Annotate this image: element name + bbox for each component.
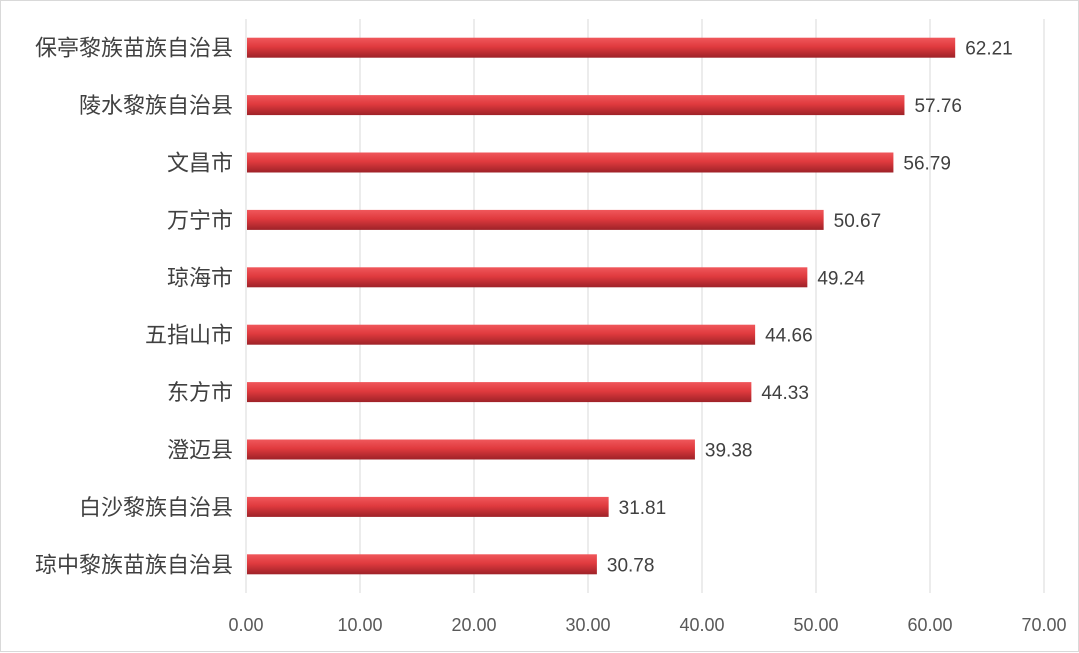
category-label: 五指山市 — [145, 324, 233, 349]
data-label: 30.78 — [607, 555, 655, 576]
data-label: 56.79 — [903, 154, 951, 175]
data-label: 49.24 — [817, 268, 865, 289]
data-label: 44.33 — [761, 383, 809, 404]
category-label: 陵水黎族自治县 — [79, 94, 233, 119]
x-tick-label: 50.00 — [793, 615, 838, 635]
x-tick-label: 0.00 — [228, 615, 263, 635]
category-label: 白沙黎族自治县 — [79, 496, 233, 521]
category-label: 文昌市 — [167, 152, 233, 177]
bar — [247, 324, 756, 345]
bar — [247, 496, 609, 517]
category-label: 琼中黎族苗族自治县 — [35, 553, 233, 578]
category-label: 万宁市 — [167, 209, 233, 234]
bar — [247, 95, 905, 116]
labels: 保亭黎族苗族自治县 62.21 陵水黎族自治县 57.76 文昌市 56.79 万宁市 50.… — [35, 37, 1013, 579]
x-tick-label: 20.00 — [451, 615, 496, 635]
bar — [247, 382, 752, 403]
category-label: 琼海市 — [167, 266, 233, 291]
data-label: 31.81 — [619, 498, 667, 519]
x-tick-label: 70.00 — [1021, 615, 1066, 635]
data-label: 44.66 — [765, 326, 813, 347]
category-label: 保亭黎族苗族自治县 — [35, 37, 233, 62]
x-tick-label: 60.00 — [907, 615, 952, 635]
bar — [247, 152, 894, 173]
bar — [247, 439, 695, 460]
bar — [247, 37, 956, 58]
bar — [247, 209, 824, 230]
bar — [247, 267, 808, 288]
data-label: 39.38 — [705, 441, 753, 462]
bars — [247, 37, 956, 575]
category-label: 东方市 — [167, 381, 233, 406]
x-tick-label: 40.00 — [679, 615, 724, 635]
data-label: 50.67 — [834, 211, 882, 232]
bar — [247, 554, 597, 575]
data-label: 57.76 — [914, 96, 962, 117]
data-label: 62.21 — [965, 39, 1013, 60]
x-axis-ticks: 0.00 10.00 20.00 30.00 40.00 50.00 60.00 70.00 — [228, 615, 1066, 635]
x-tick-label: 10.00 — [337, 615, 382, 635]
category-label: 澄迈县 — [167, 439, 233, 464]
x-tick-label: 30.00 — [565, 615, 610, 635]
